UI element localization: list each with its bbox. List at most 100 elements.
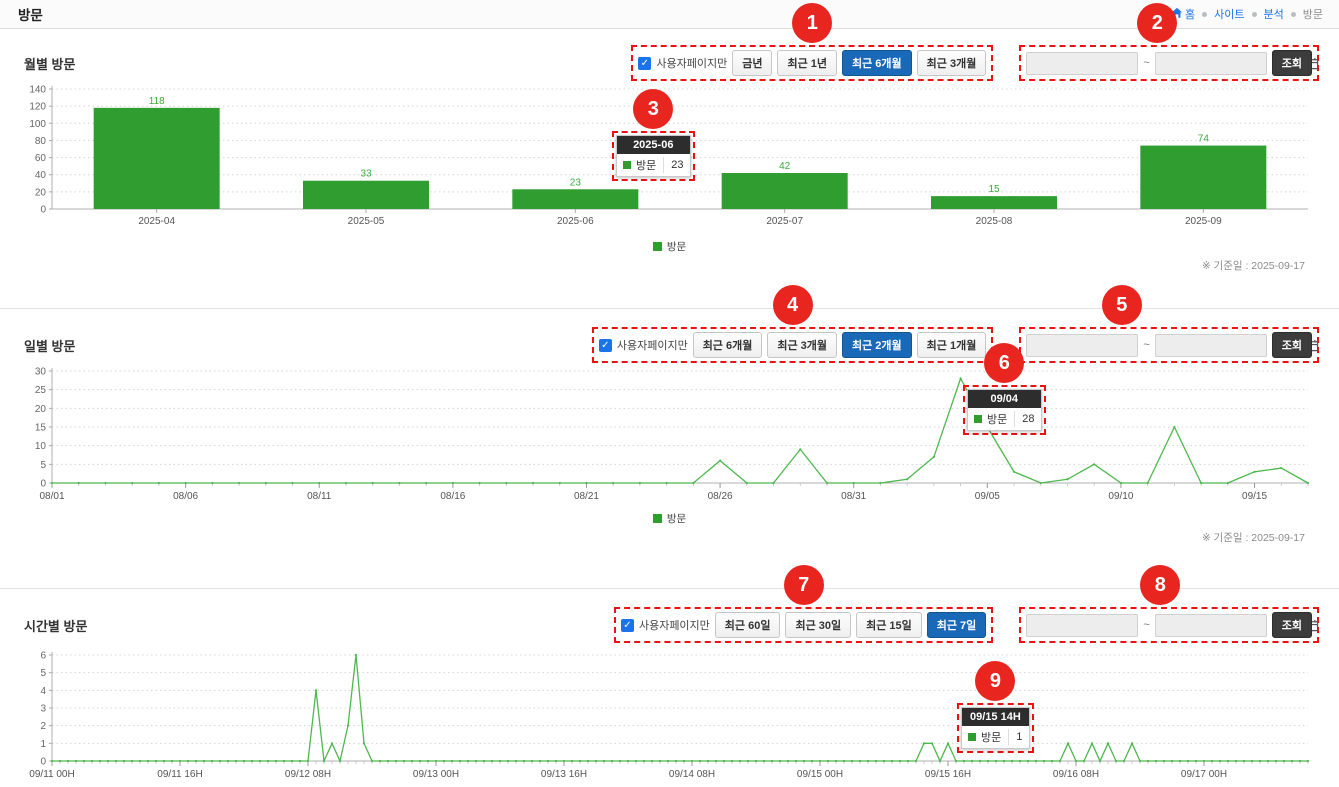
tooltip-series: 방문 <box>636 160 657 172</box>
monthly-bar-chart-svg: 0204060801001201401182025-04332025-05232… <box>29 85 1308 227</box>
tooltip-title: 09/15 14H <box>962 708 1029 726</box>
annotation-box-tooltip-6: 6 09/04 방문 28 <box>963 343 1046 435</box>
svg-text:40: 40 <box>35 170 47 181</box>
base-date-note: ※ 기준일 : 2025-09-17 <box>1201 260 1305 272</box>
svg-text:09/15 16H: 09/15 16H <box>925 769 971 780</box>
range-button-6months[interactable]: 최근 6개월 <box>842 50 912 76</box>
monthly-visits-chart: 0 20 40 60 80 100 120 140 118 2025-04 33 2025-05 23 2… <box>0 81 1339 239</box>
svg-text:09/16 08H: 09/16 08H <box>1053 769 1099 780</box>
tooltip-title: 09/04 <box>968 390 1041 408</box>
page-header: 방문 홈 사이트 분석 방문 <box>0 0 1339 29</box>
annotation-box-filter-4: 4 ✓ 사용자페이지만 최근 6개월 최근 3개월 최근 2개월 최근 1개월 <box>591 285 994 363</box>
breadcrumb-separator-icon <box>1290 11 1296 17</box>
date-separator: ~ <box>1143 57 1150 69</box>
svg-text:2025-08: 2025-08 <box>976 216 1013 227</box>
hourly-visits-panel: 시간별 방문 7 ✓ 사용자페이지만 최근 60일 최근 30일 최근 15일 최… <box>0 565 1339 787</box>
annotation-badge: 6 <box>984 343 1025 383</box>
annotation-box-date-2: 2 ~ 조회 <box>1019 3 1319 81</box>
user-pages-only-checkbox[interactable]: ✓ <box>620 618 634 632</box>
svg-text:08/21: 08/21 <box>574 491 599 502</box>
date-to-input[interactable] <box>1155 614 1306 636</box>
svg-text:08/26: 08/26 <box>708 491 733 502</box>
svg-text:33: 33 <box>360 169 372 180</box>
date-to-input[interactable] <box>1155 334 1306 356</box>
range-button-3months[interactable]: 최근 3개월 <box>767 332 837 358</box>
svg-text:0: 0 <box>40 479 46 490</box>
svg-text:140: 140 <box>29 85 46 96</box>
annotation-badge: 2 <box>1137 3 1178 43</box>
hourly-visits-chart: 0 1 2 3 4 5 6 09/11 00H 09/11 16H 09/12 08H 09/13 … <box>0 643 1339 787</box>
chart-tooltip: 09/04 방문 28 <box>967 389 1042 431</box>
breadcrumb-analysis[interactable]: 분석 <box>1263 9 1284 21</box>
svg-text:2025-04: 2025-04 <box>138 216 175 227</box>
series-color-icon <box>623 161 631 169</box>
range-button-2months[interactable]: 최근 2개월 <box>842 332 912 358</box>
date-from-input[interactable] <box>1027 334 1178 356</box>
date-separator: ~ <box>1143 619 1150 631</box>
svg-text:09/13 00H: 09/13 00H <box>413 769 459 780</box>
svg-text:120: 120 <box>29 102 46 113</box>
section-title-daily: 일별 방문 <box>24 338 76 354</box>
page-title: 방문 <box>18 8 43 23</box>
svg-text:5: 5 <box>40 668 46 679</box>
annotation-box-date-8: 8 ~ 조회 <box>1019 565 1319 643</box>
range-button-7days[interactable]: 최근 7일 <box>926 612 987 638</box>
date-to-input[interactable] <box>1155 52 1306 74</box>
search-button[interactable]: 조회 <box>1271 50 1312 76</box>
annotation-badge: 7 <box>783 565 824 605</box>
svg-text:1: 1 <box>40 739 46 750</box>
svg-text:5: 5 <box>40 460 46 471</box>
svg-text:10: 10 <box>35 441 47 452</box>
search-button[interactable]: 조회 <box>1271 332 1312 358</box>
svg-text:2: 2 <box>40 721 46 732</box>
svg-text:2025-05: 2025-05 <box>348 216 385 227</box>
tooltip-title: 2025-06 <box>617 136 690 154</box>
annotation-box-date-5: 5 ~ 조회 <box>1019 285 1319 363</box>
range-button-60days[interactable]: 최근 60일 <box>714 612 781 638</box>
annotation-box-filter-1: 1 ✓ 사용자페이지만 금년 최근 1년 최근 6개월 최근 3개월 <box>631 3 994 81</box>
user-pages-only-label: 사용자페이지만 <box>638 620 710 632</box>
svg-text:118: 118 <box>149 96 165 107</box>
svg-text:09/15: 09/15 <box>1242 491 1267 502</box>
breadcrumb-site[interactable]: 사이트 <box>1214 9 1245 21</box>
svg-text:3: 3 <box>40 704 46 715</box>
annotation-badge: 5 <box>1101 285 1142 325</box>
svg-text:09/17 00H: 09/17 00H <box>1181 769 1227 780</box>
svg-text:2025-09: 2025-09 <box>1185 216 1222 227</box>
user-pages-only-checkbox[interactable]: ✓ <box>638 56 652 70</box>
svg-text:08/06: 08/06 <box>173 491 198 502</box>
date-from-input[interactable] <box>1027 614 1178 636</box>
range-button-this-year[interactable]: 금년 <box>732 50 773 76</box>
range-button-15days[interactable]: 최근 15일 <box>856 612 922 638</box>
svg-text:42: 42 <box>779 161 791 172</box>
svg-text:09/14 08H: 09/14 08H <box>669 769 715 780</box>
svg-text:23: 23 <box>570 177 582 188</box>
date-from-input[interactable] <box>1027 52 1178 74</box>
user-pages-only-label: 사용자페이지만 <box>656 58 728 70</box>
breadcrumb: 홈 사이트 분석 방문 <box>1171 6 1323 22</box>
chart-tooltip: 09/15 14H 방문 1 <box>961 707 1030 749</box>
range-button-6months[interactable]: 최근 6개월 <box>692 332 763 358</box>
series-color-icon <box>974 415 982 423</box>
svg-text:09/15 00H: 09/15 00H <box>797 769 843 780</box>
annotation-box-tooltip-3: 3 2025-06 방문 23 <box>612 89 695 181</box>
range-button-3months[interactable]: 최근 3개월 <box>916 50 987 76</box>
svg-text:2025-06: 2025-06 <box>557 216 594 227</box>
legend-color-icon <box>652 242 662 251</box>
tooltip-series: 방문 <box>987 414 1008 426</box>
svg-text:20: 20 <box>35 404 47 415</box>
search-button[interactable]: 조회 <box>1271 612 1312 638</box>
user-pages-only-checkbox[interactable]: ✓ <box>598 338 612 352</box>
chart-legend: 방문 <box>0 239 1339 255</box>
range-button-1month[interactable]: 최근 1개월 <box>916 332 987 358</box>
range-button-1year[interactable]: 최근 1년 <box>777 50 837 76</box>
range-button-30days[interactable]: 최근 30일 <box>785 612 852 638</box>
date-separator: ~ <box>1143 339 1150 351</box>
svg-text:20: 20 <box>35 187 47 198</box>
annotation-box-tooltip-9: 9 09/15 14H 방문 1 <box>957 661 1034 753</box>
tooltip-value: 23 <box>671 159 684 171</box>
svg-text:15: 15 <box>988 184 1000 195</box>
breadcrumb-separator-icon <box>1251 11 1257 17</box>
tooltip-value: 1 <box>1016 731 1023 743</box>
